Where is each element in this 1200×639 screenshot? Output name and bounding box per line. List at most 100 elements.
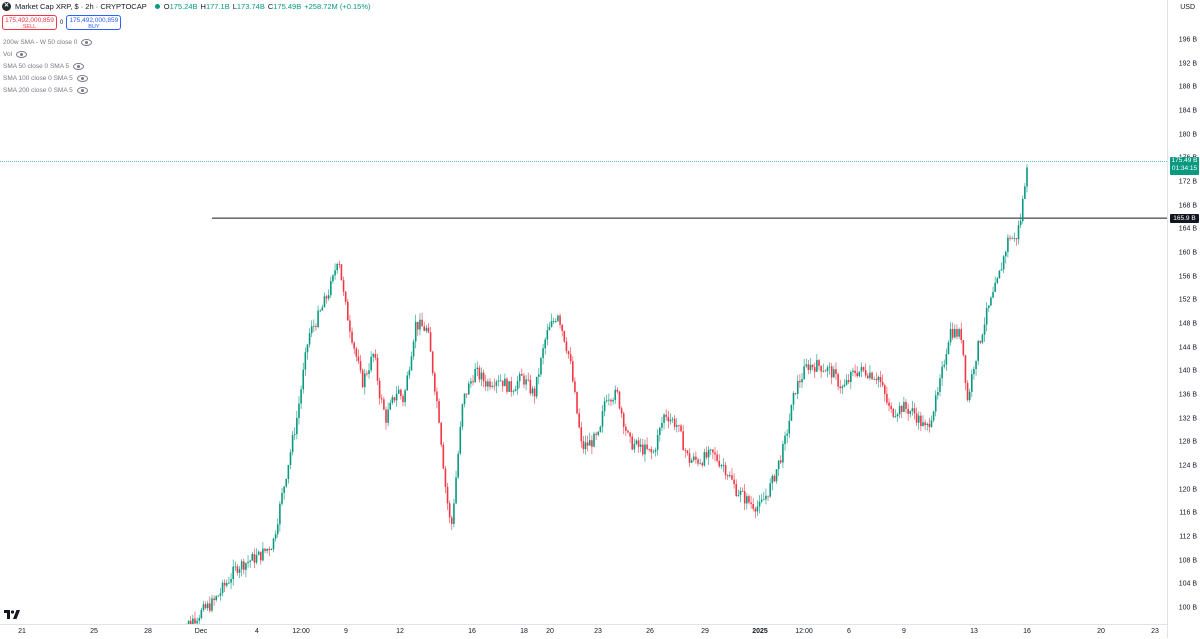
candle-body — [319, 310, 322, 312]
candle-body — [194, 618, 196, 624]
candle-body — [387, 409, 389, 423]
eye-icon[interactable] — [73, 62, 85, 70]
candle-body — [291, 434, 294, 453]
candle-body — [338, 263, 341, 265]
eye-icon[interactable] — [76, 86, 88, 94]
tradingview-logo-icon[interactable] — [4, 609, 20, 623]
candle-body — [900, 406, 903, 412]
price-tick: 172 B — [1178, 178, 1197, 186]
currency-label[interactable]: USD — [1180, 4, 1195, 11]
candle-body — [644, 444, 646, 455]
candle-body — [538, 374, 540, 377]
candle-body — [283, 486, 285, 493]
candle-body — [1011, 238, 1013, 240]
candle-body — [729, 475, 731, 477]
candle-body — [1004, 251, 1007, 257]
candle-body — [240, 561, 243, 570]
sell-button[interactable]: 175,492,000,859 SELL — [2, 15, 57, 30]
candle-body — [555, 321, 557, 322]
candle-body — [289, 452, 292, 466]
candle-body — [667, 416, 670, 422]
candle-body — [470, 381, 472, 384]
chart-canvas[interactable] — [0, 0, 1167, 624]
candle-body — [990, 297, 992, 306]
candle-body — [830, 366, 833, 378]
candle-body — [230, 579, 232, 583]
time-axis[interactable]: 21 25 28 Dec 4 12:00 9 12 16 18 20 23 26 29 2025 12:00 6… — [0, 624, 1167, 639]
candle-body — [249, 560, 251, 562]
candle-body — [625, 426, 627, 431]
candle-body — [374, 354, 377, 358]
symbol-title[interactable]: Market Cap XRP, $ · 2h · CRYPTOCAP — [15, 2, 147, 11]
candle-body — [582, 441, 585, 450]
price-tick: 116 B — [1179, 509, 1197, 517]
candle-body — [296, 417, 298, 435]
indicator-row[interactable]: 200w SMA - W 50 close 0 — [3, 36, 93, 48]
candle-body — [850, 371, 852, 382]
time-tick: 20 — [1097, 628, 1105, 635]
candle-body — [325, 296, 328, 299]
candle-body — [213, 598, 215, 601]
candle-body — [1009, 237, 1011, 239]
candle-body — [799, 380, 801, 383]
indicator-row[interactable]: SMA 50 close 0 SMA 5 — [3, 60, 92, 72]
candle-body — [421, 319, 423, 327]
market-status-icon[interactable] — [154, 4, 160, 9]
candle-body — [495, 381, 498, 386]
candle-body — [327, 295, 330, 299]
candle-body — [427, 327, 430, 333]
candle-body — [981, 334, 984, 343]
candle-body — [588, 440, 591, 446]
indicator-row[interactable]: Vol — [3, 48, 92, 60]
price-tick: 112 B — [1179, 533, 1197, 541]
candle-body — [527, 379, 530, 381]
candle-body — [484, 381, 487, 387]
candle-body — [457, 453, 459, 478]
eye-icon[interactable] — [76, 74, 88, 82]
candle-body — [803, 366, 805, 380]
candle-body — [293, 434, 296, 435]
candle-body — [750, 502, 752, 505]
candle-body — [262, 548, 264, 561]
candle-body — [856, 373, 858, 377]
candle-body — [820, 365, 822, 372]
candle-body — [200, 610, 203, 619]
candle-body — [858, 371, 861, 377]
spread-value: 0 — [60, 19, 64, 26]
candle-body — [907, 408, 909, 414]
candle-body — [323, 296, 326, 308]
price-tick: 168 B — [1178, 202, 1197, 210]
candle-body — [994, 282, 996, 292]
time-tick: 9 — [344, 628, 348, 635]
candle-body — [342, 280, 345, 292]
indicator-row[interactable]: SMA 100 close 0 SMA 5 — [3, 72, 92, 84]
time-tick: 16 — [1023, 628, 1031, 635]
time-tick: 16 — [468, 628, 476, 635]
candle-body — [550, 321, 553, 327]
candle-body — [361, 370, 364, 388]
candle-body — [890, 405, 892, 409]
candle-body — [434, 373, 436, 392]
candle-body — [835, 369, 837, 375]
eye-icon[interactable] — [81, 38, 93, 46]
candle-body — [898, 406, 901, 415]
candle-body — [788, 420, 791, 434]
candle-body — [472, 381, 474, 383]
candle-body — [690, 460, 693, 463]
candle-body — [622, 413, 625, 427]
eye-icon[interactable] — [16, 50, 28, 58]
candle-body — [569, 354, 572, 362]
candle-body — [973, 368, 975, 375]
candle-body — [476, 367, 479, 370]
candle-body — [359, 361, 362, 371]
indicator-row[interactable]: SMA 200 close 0 SMA 5 — [3, 84, 92, 96]
candle-body — [397, 389, 400, 394]
candle-body — [514, 389, 517, 392]
price-tick: 124 B — [1178, 462, 1197, 470]
candle-body — [992, 291, 994, 298]
buy-button[interactable]: 175,492,000,859 BUY — [66, 15, 122, 30]
last-price-label: 175.49 B — [1171, 157, 1198, 164]
horizontal-line-tag: 165.9 B — [1170, 214, 1199, 223]
candlestick-chart[interactable] — [0, 0, 1167, 624]
